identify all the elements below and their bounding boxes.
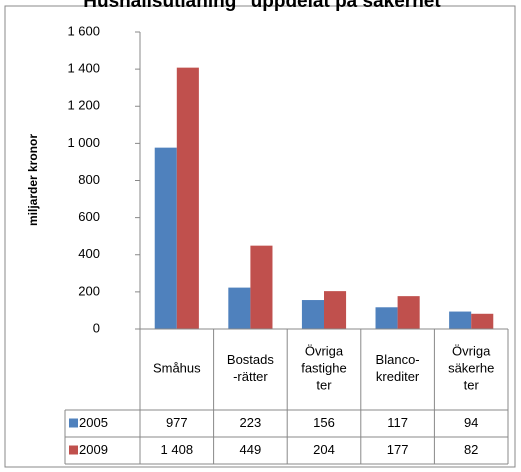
y-tick-label: 400 bbox=[78, 246, 100, 261]
category-label: Blanco-krediter bbox=[376, 352, 420, 384]
y-tick-label: 800 bbox=[78, 172, 100, 187]
bar bbox=[250, 245, 273, 329]
bar bbox=[301, 300, 324, 329]
category-label: Småhus bbox=[153, 361, 201, 376]
category-label: Övriga fastighe ter bbox=[301, 344, 347, 393]
data-label: 117 bbox=[387, 415, 408, 430]
chart-title: Hushållsutlåning" uppdelat på säkerhet bbox=[83, 0, 441, 12]
data-label: 156 bbox=[313, 415, 335, 430]
bar bbox=[324, 291, 347, 329]
legend-swatch bbox=[69, 445, 78, 455]
legend-label: 2009 bbox=[79, 442, 108, 457]
category-label: Bostads -rätter bbox=[227, 352, 274, 384]
bar bbox=[176, 67, 199, 329]
bar bbox=[228, 287, 251, 329]
data-label: 82 bbox=[464, 442, 478, 457]
chart-border bbox=[4, 5, 516, 468]
legend-label: 2005 bbox=[79, 415, 108, 430]
data-label: 977 bbox=[166, 415, 188, 430]
data-label: 223 bbox=[240, 415, 262, 430]
y-tick-label: 200 bbox=[78, 283, 100, 298]
data-label: 1 408 bbox=[161, 442, 194, 457]
y-tick-label: 1 200 bbox=[67, 98, 100, 113]
y-tick-label: 1 600 bbox=[67, 23, 100, 38]
y-axis-label: miljarder kronor bbox=[26, 134, 40, 226]
data-label: 204 bbox=[313, 442, 335, 457]
bar bbox=[397, 296, 420, 329]
y-tick-label: 0 bbox=[93, 320, 100, 335]
category-label: Övriga säkerhe ter bbox=[448, 344, 494, 393]
data-label: 449 bbox=[240, 442, 262, 457]
bar bbox=[375, 307, 398, 329]
bar bbox=[449, 311, 472, 329]
data-label: 94 bbox=[464, 415, 478, 430]
legend-swatch bbox=[69, 418, 78, 428]
y-tick-label: 600 bbox=[78, 209, 100, 224]
bar bbox=[154, 147, 177, 329]
data-label: 177 bbox=[387, 442, 409, 457]
y-tick-label: 1 000 bbox=[67, 135, 100, 150]
y-tick-label: 1 400 bbox=[67, 61, 100, 76]
bar bbox=[471, 313, 494, 329]
